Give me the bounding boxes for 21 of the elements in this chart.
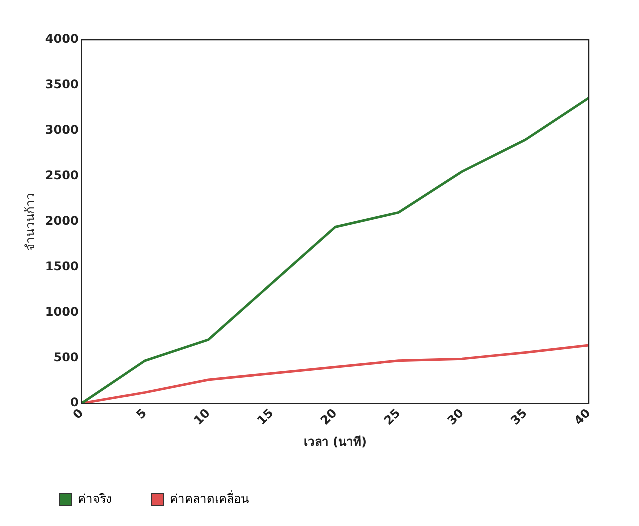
x-tick-label: 5 [134,406,150,422]
y-tick-label: 4000 [45,32,79,46]
x-tick-label: 25 [381,406,404,428]
legend-label: ค่าจริง [78,492,112,506]
x-axis-title: เวลา (นาที) [304,434,367,449]
x-tick-label: 10 [191,406,213,428]
y-tick-label: 2500 [45,168,79,182]
x-tick-label: 20 [318,406,340,428]
legend-label: ค่าคลาดเคลื่อน [170,490,249,506]
y-tick-label: 2000 [45,214,79,228]
y-tick-label: 1000 [45,304,79,319]
y-tick-label: 500 [54,350,79,364]
y-tick-label: 0 [70,396,79,410]
y-axis-title: จำนวนก้าว [23,192,38,251]
x-tick-label: 30 [444,406,467,428]
x-tick-label: 35 [508,406,530,428]
x-tick-label: 40 [572,406,594,428]
y-tick-label: 3000 [45,123,79,138]
y-tick-label: 1500 [45,259,79,274]
y-tick-label: 3500 [45,78,79,92]
x-tick-label: 15 [254,406,276,428]
